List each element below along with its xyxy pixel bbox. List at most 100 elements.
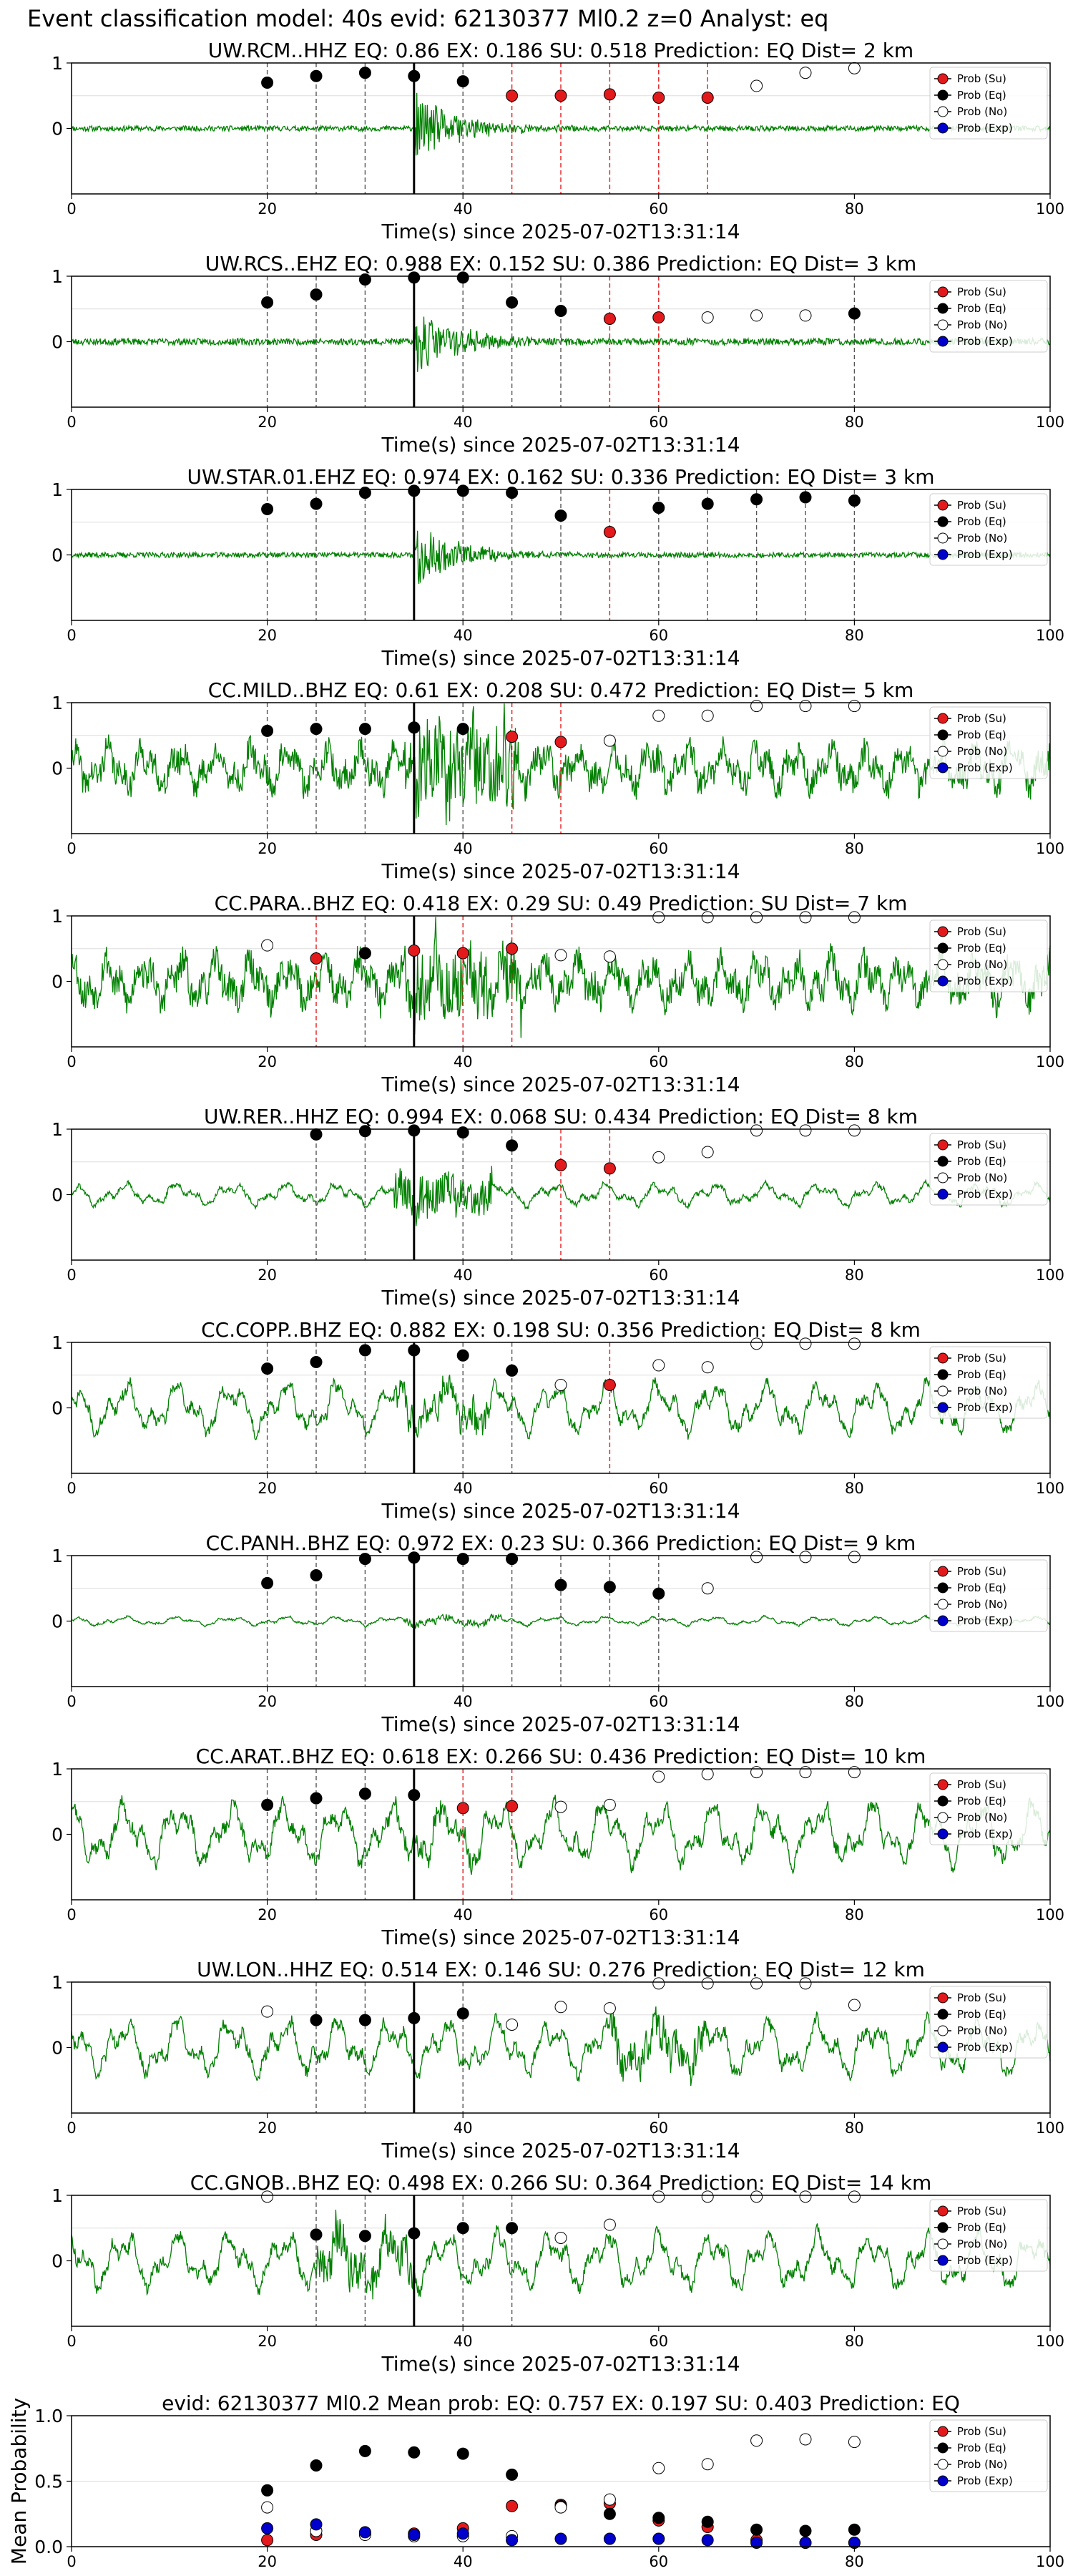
prob-point-eq xyxy=(310,69,323,82)
x-tick-label: 80 xyxy=(845,1480,864,1497)
prob-point-eq xyxy=(358,273,371,286)
x-tick-label: 40 xyxy=(454,1267,473,1284)
prob-point-no xyxy=(750,1124,763,1137)
legend-label-no: Prob (No) xyxy=(957,1171,1007,1184)
legend-label-exp: Prob (Exp) xyxy=(957,761,1013,774)
prob-point-eq xyxy=(358,67,371,79)
legend-label-exp: Prob (Exp) xyxy=(957,548,1013,561)
legend-label-no: Prob (No) xyxy=(957,1811,1007,1824)
x-tick-label: 20 xyxy=(258,1906,277,1923)
legend-marker-no xyxy=(937,106,949,117)
mean-prob-point-eq xyxy=(261,2484,274,2497)
prob-point-eq xyxy=(848,307,861,320)
legend-marker-eq xyxy=(937,942,949,954)
legend-marker-no xyxy=(937,2459,949,2470)
legend-marker-exp xyxy=(937,549,949,560)
mean-prob-point-exp xyxy=(799,2537,812,2550)
prob-point-eq xyxy=(408,2227,421,2240)
legend-box xyxy=(929,706,1048,779)
x-tick-label: 20 xyxy=(258,200,277,218)
prob-point-no xyxy=(750,1551,763,1563)
prob-point-no xyxy=(603,2002,616,2015)
mean-prob-point-eq xyxy=(848,2523,861,2536)
legend-label-exp: Prob (Exp) xyxy=(957,1188,1013,1201)
mean-prob-point-eq xyxy=(701,2515,714,2528)
legend-label-su: Prob (Su) xyxy=(957,1778,1006,1791)
legend-label-exp: Prob (Exp) xyxy=(957,1401,1013,1414)
legend-label-exp: Prob (Exp) xyxy=(957,2041,1013,2054)
legend-label-su: Prob (Su) xyxy=(957,72,1006,85)
legend-marker-eq xyxy=(937,516,949,527)
prob-point-eq xyxy=(310,1568,323,1581)
mean-prob-point-no xyxy=(554,2501,567,2514)
y-tick-label: 1 xyxy=(52,1332,63,1353)
legend-label-su: Prob (Su) xyxy=(957,925,1006,938)
x-tick-label: 20 xyxy=(258,627,277,644)
prob-point-eq xyxy=(750,493,763,506)
legend-label-eq: Prob (Eq) xyxy=(957,2441,1006,2454)
y-tick-label: 0 xyxy=(52,1611,63,1632)
x-tick-label: 60 xyxy=(649,2553,668,2570)
prob-point-no xyxy=(848,700,861,713)
panel-title: CC.GNOB..BHZ EQ: 0.498 EX: 0.266 SU: 0.3… xyxy=(190,2171,931,2195)
prob-point-no xyxy=(799,309,812,322)
legend-marker-su xyxy=(937,499,949,511)
x-tick-label: 60 xyxy=(649,200,668,218)
x-axis-label: Time(s) since 2025-07-02T13:31:14 xyxy=(381,433,740,457)
prob-point-eq xyxy=(456,75,469,88)
prob-point-eq xyxy=(358,487,371,499)
x-axis-label: Time(s) since 2025-07-02T13:31:14 xyxy=(381,2352,740,2376)
prob-point-no xyxy=(799,1551,812,1563)
prob-point-eq xyxy=(261,502,274,515)
prob-point-no xyxy=(750,1337,763,1350)
prob-point-eq xyxy=(408,1789,421,1802)
prob-point-eq xyxy=(408,484,421,497)
y-tick-label: 1 xyxy=(52,1546,63,1566)
prob-point-no xyxy=(701,1361,714,1374)
axes-frame xyxy=(71,1342,1051,1474)
prob-point-eq xyxy=(358,2230,371,2243)
prob-point-eq xyxy=(261,1798,274,1811)
x-tick-label: 40 xyxy=(454,414,473,431)
y-tick-label: 0 xyxy=(52,972,63,992)
legend-marker-eq xyxy=(937,303,949,314)
x-tick-label: 100 xyxy=(1036,2119,1064,2137)
prob-point-eq xyxy=(310,2014,323,2026)
x-tick-label: 100 xyxy=(1036,840,1064,857)
legend-label-eq: Prob (Eq) xyxy=(957,1155,1006,1168)
chart-panel: evid: 62130377 Ml0.2 Mean prob: EQ: 0.75… xyxy=(7,2391,1064,2570)
legend-label-exp: Prob (Exp) xyxy=(957,335,1013,348)
prob-point-su xyxy=(603,88,616,101)
panel-title: CC.PANH..BHZ EQ: 0.972 EX: 0.23 SU: 0.36… xyxy=(206,1531,916,1555)
legend-label-no: Prob (No) xyxy=(957,2238,1007,2250)
legend-marker-no xyxy=(937,746,949,757)
x-axis-label: Time(s) since 2025-07-02T13:31:14 xyxy=(381,1926,740,1949)
y-axis-label: Mean Probability xyxy=(7,2398,31,2565)
chart-panel: CC.GNOB..BHZ EQ: 0.498 EX: 0.266 SU: 0.3… xyxy=(52,2171,1064,2376)
prob-point-eq xyxy=(554,1579,567,1591)
prob-point-no xyxy=(799,1977,812,1990)
legend-marker-eq xyxy=(937,2009,949,2020)
legend-label-exp: Prob (Exp) xyxy=(957,2474,1013,2487)
legend-box xyxy=(929,1346,1048,1419)
legend-marker-exp xyxy=(937,1402,949,1413)
mean-prob-point-exp xyxy=(652,2532,665,2545)
y-tick-label: 0 xyxy=(52,1825,63,1845)
prob-point-eq xyxy=(506,487,519,499)
x-tick-label: 100 xyxy=(1036,2553,1064,2570)
legend-marker-exp xyxy=(937,1615,949,1626)
prob-point-su xyxy=(603,312,616,325)
mean-prob-point-eq xyxy=(358,2444,371,2457)
panels: UW.RCM..HHZ EQ: 0.86 EX: 0.186 SU: 0.518… xyxy=(7,39,1064,2570)
legend-label-eq: Prob (Eq) xyxy=(957,2008,1006,2021)
prob-point-no xyxy=(750,79,763,92)
x-axis-label: Time(s) since 2025-07-02T13:31:14 xyxy=(381,220,740,243)
x-tick-label: 40 xyxy=(454,2553,473,2570)
prob-point-no xyxy=(701,1582,714,1595)
prob-point-no xyxy=(652,1151,665,1163)
x-tick-label: 80 xyxy=(845,1053,864,1070)
legend-marker-no xyxy=(937,959,949,970)
prob-point-no xyxy=(652,911,665,924)
y-tick-label: 1 xyxy=(52,1759,63,1780)
chart-panel: UW.RCS..EHZ EQ: 0.988 EX: 0.152 SU: 0.38… xyxy=(52,252,1064,457)
